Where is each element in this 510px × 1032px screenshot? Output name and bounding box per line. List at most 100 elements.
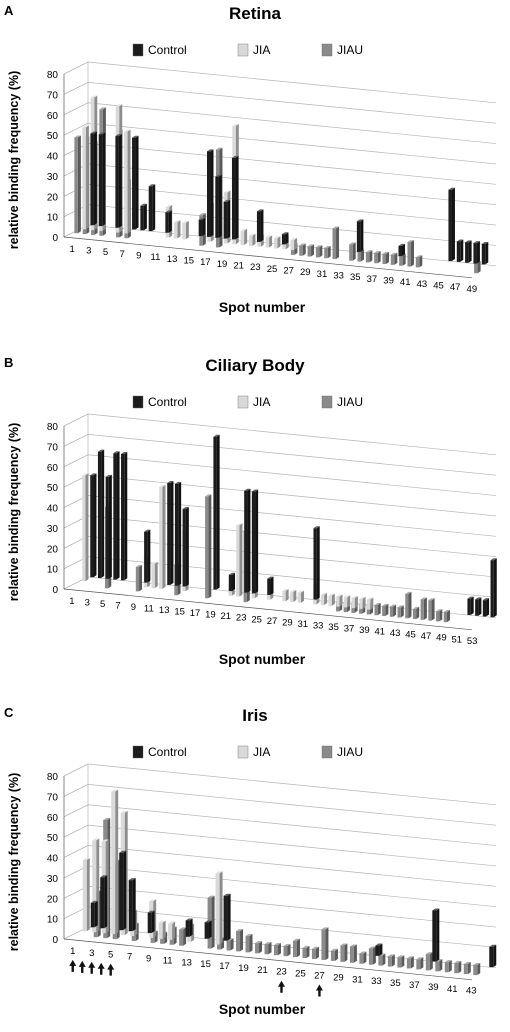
bar-front bbox=[405, 593, 409, 619]
bar-jia-spot-33 bbox=[328, 593, 335, 606]
bar-control-spot-30 bbox=[313, 526, 320, 600]
y-tick-label: 30 bbox=[47, 172, 59, 183]
bar-side bbox=[402, 253, 406, 266]
bar-top bbox=[92, 838, 100, 841]
bar-top bbox=[132, 135, 139, 138]
x-axis-line bbox=[63, 588, 473, 631]
bar-top bbox=[115, 134, 122, 137]
bar-jiau-spot-21 bbox=[264, 942, 272, 955]
bar-side bbox=[401, 955, 405, 968]
bar-side bbox=[123, 850, 127, 931]
bar-front bbox=[255, 943, 260, 954]
bar-jiau-spot-27 bbox=[321, 927, 329, 960]
chart-title: Iris bbox=[242, 706, 268, 725]
bar-top bbox=[359, 596, 366, 599]
legend-label-control: Control bbox=[148, 395, 187, 409]
bar-top bbox=[74, 135, 81, 138]
bar-front bbox=[215, 176, 219, 238]
bar-jiau-spot-34 bbox=[387, 954, 395, 967]
bar-front bbox=[158, 922, 163, 939]
x-tick-label: 9 bbox=[131, 602, 136, 613]
bar-front bbox=[467, 598, 471, 615]
bar-side bbox=[85, 473, 89, 582]
bar-top bbox=[332, 226, 340, 229]
bar-front bbox=[236, 931, 241, 952]
bar-jia-spot-26 bbox=[290, 237, 298, 251]
bar-jiau-spot-34 bbox=[349, 242, 356, 261]
bar-control-spot-2 bbox=[98, 132, 106, 227]
gridline bbox=[63, 474, 497, 517]
bar-side bbox=[101, 449, 105, 578]
bar-jia-spot-24 bbox=[273, 236, 281, 249]
bar-top bbox=[443, 609, 450, 612]
bar-jiau-spot-19 bbox=[245, 934, 253, 953]
x-axis-title: Spot number bbox=[219, 299, 306, 315]
bar-top bbox=[100, 875, 108, 878]
bar-front bbox=[397, 957, 402, 968]
bar-front bbox=[415, 257, 420, 268]
bar-top bbox=[456, 239, 464, 242]
panel-letter-b: B bbox=[4, 355, 13, 370]
bar-control-spot-17 bbox=[223, 199, 231, 239]
bar-top bbox=[119, 850, 127, 853]
bar-top bbox=[147, 910, 155, 913]
bar-jia-spot-11 bbox=[159, 485, 166, 589]
bar-control-spot-21 bbox=[256, 209, 264, 242]
bar-jiau-spot-41 bbox=[382, 603, 389, 617]
bar-side bbox=[410, 956, 414, 969]
bar-front bbox=[324, 248, 328, 259]
legend-swatch-jiau bbox=[321, 43, 333, 57]
x-tick-label: 5 bbox=[103, 247, 108, 258]
bar-front bbox=[328, 595, 332, 606]
bar-side bbox=[232, 572, 236, 592]
bar-top bbox=[244, 488, 251, 491]
y-tick-label: 10 bbox=[47, 565, 59, 576]
y-tick-label: 80 bbox=[47, 70, 59, 81]
bar-front bbox=[456, 241, 461, 262]
bar-control-spot-1 bbox=[90, 473, 97, 578]
bar-front bbox=[406, 958, 411, 969]
bar-side bbox=[102, 132, 106, 227]
bar-top bbox=[425, 952, 433, 955]
x-tick-label: 37 bbox=[344, 623, 355, 634]
bar-side bbox=[93, 473, 97, 578]
bar-jiau-spot-47 bbox=[428, 598, 435, 621]
bar-side bbox=[354, 595, 358, 609]
bar-front bbox=[205, 496, 209, 599]
x-tick-label: 29 bbox=[333, 972, 344, 983]
bar-top bbox=[465, 240, 472, 243]
bar-top bbox=[283, 943, 291, 946]
x-tick-label: 13 bbox=[181, 957, 192, 968]
bar-side bbox=[339, 594, 343, 607]
bar-front bbox=[251, 491, 256, 594]
bar-jia-spot-34 bbox=[336, 594, 343, 607]
bar-jiau-spot-30 bbox=[315, 245, 323, 258]
bar-top bbox=[179, 927, 187, 930]
bar-front bbox=[174, 483, 179, 586]
x-tick-label: 21 bbox=[257, 965, 268, 976]
bar-side bbox=[408, 591, 412, 619]
bar-jiau-spot-37 bbox=[416, 957, 424, 970]
bar-front bbox=[351, 597, 355, 609]
bar-top bbox=[128, 878, 136, 881]
x-tick-label: 23 bbox=[250, 262, 261, 273]
bar-front bbox=[119, 852, 124, 931]
bar-top bbox=[215, 147, 223, 150]
y-tick-label: 10 bbox=[47, 213, 59, 224]
bar-side bbox=[185, 220, 189, 240]
bar-control-spot-33 bbox=[356, 219, 364, 252]
bar-control-spot-18 bbox=[231, 155, 239, 240]
x-tick-label: 23 bbox=[236, 613, 247, 624]
bar-front bbox=[248, 235, 253, 246]
bar-front bbox=[436, 611, 440, 622]
x-tick-label: 33 bbox=[371, 976, 382, 987]
y-tick-label: 80 bbox=[47, 422, 59, 433]
bar-side bbox=[493, 944, 497, 968]
bar-jiau-spot-28 bbox=[299, 243, 306, 256]
bar-top bbox=[111, 789, 119, 792]
bar-control-spot-45 bbox=[456, 239, 464, 262]
bar-control-spot-44 bbox=[448, 187, 455, 262]
x-tick-label: 47 bbox=[450, 282, 461, 293]
bar-side bbox=[325, 927, 329, 960]
bar-control-spot-37 bbox=[432, 908, 440, 962]
